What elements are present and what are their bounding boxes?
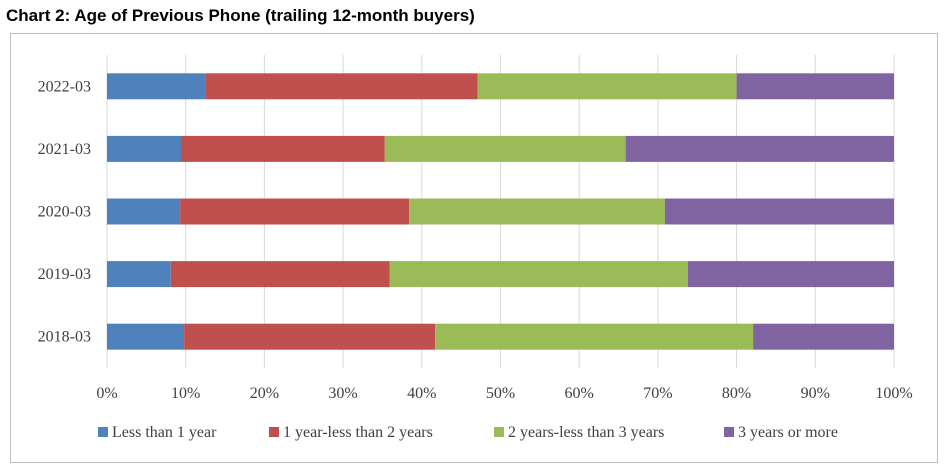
- legend-swatch: [98, 427, 108, 437]
- x-tick-label: 90%: [801, 385, 830, 402]
- bar-segment: [170, 261, 390, 288]
- category-label: 2021-03: [38, 141, 91, 158]
- bar-segment: [687, 261, 894, 288]
- bar-segment: [736, 73, 894, 100]
- bar-segment: [107, 135, 181, 162]
- bar-segment: [477, 73, 737, 100]
- bar-segment: [389, 261, 688, 288]
- legend-swatch: [724, 427, 734, 437]
- bar-segment: [107, 73, 206, 100]
- x-tick-label: 20%: [250, 385, 279, 402]
- bar-segment: [184, 323, 436, 350]
- x-tick-label: 30%: [328, 385, 357, 402]
- bar-segment: [435, 323, 754, 350]
- legend-label: 2 years-less than 3 years: [508, 424, 664, 441]
- category-label: 2018-03: [38, 329, 91, 346]
- x-tick-label: 40%: [407, 385, 436, 402]
- x-tick-label: 100%: [875, 385, 912, 402]
- category-label: 2022-03: [38, 78, 91, 95]
- legend-swatch: [269, 427, 279, 437]
- bar-segment: [107, 261, 171, 288]
- chart-title: Chart 2: Age of Previous Phone (trailing…: [6, 6, 475, 25]
- x-tick-label: 50%: [486, 385, 515, 402]
- legend-label: 3 years or more: [738, 424, 838, 441]
- category-label: 2019-03: [38, 266, 91, 283]
- x-tick-label: 0%: [96, 385, 117, 402]
- bar-segment: [180, 198, 410, 225]
- bar-segment: [205, 73, 478, 100]
- bar-segment: [384, 135, 626, 162]
- chart-frame: [10, 33, 938, 463]
- bar-segment: [625, 135, 894, 162]
- bar-segment: [664, 198, 894, 225]
- legend-label: Less than 1 year: [112, 424, 217, 441]
- x-tick-label: 70%: [643, 385, 672, 402]
- legend-swatch: [494, 427, 504, 437]
- bar-segment: [753, 323, 894, 350]
- x-tick-label: 10%: [171, 385, 200, 402]
- bar-segment: [107, 323, 185, 350]
- category-label: 2020-03: [38, 204, 91, 221]
- x-tick-label: 80%: [722, 385, 751, 402]
- bar-segment: [180, 135, 385, 162]
- legend-label: 1 year-less than 2 years: [283, 424, 433, 441]
- x-tick-label: 60%: [565, 385, 594, 402]
- bar-segment: [107, 198, 181, 225]
- bar-segment: [409, 198, 665, 225]
